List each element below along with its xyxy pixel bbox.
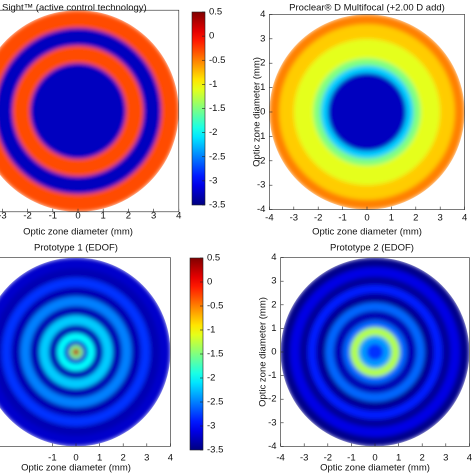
colorbar-tick-label: -3.5 bbox=[207, 445, 223, 456]
y-tick-label: -2 bbox=[268, 394, 276, 405]
ring bbox=[366, 343, 384, 361]
x-tick-label: 4 bbox=[168, 453, 173, 464]
y-tick-label: 3 bbox=[271, 276, 276, 287]
x-axis-label: Optic zone diameter (mm) bbox=[312, 227, 422, 238]
rings bbox=[280, 257, 470, 447]
y-tick-label: 1 bbox=[271, 323, 276, 334]
x-tick-label: -2 bbox=[324, 453, 332, 464]
heatmap bbox=[0, 10, 179, 212]
panel-title: Sight™ (active control technology) bbox=[2, 3, 147, 14]
x-axis-label: Optic zone diameter (mm) bbox=[23, 227, 133, 238]
rings bbox=[269, 14, 465, 210]
y-tick-label: -4 bbox=[268, 441, 276, 452]
y-tick-label: 4 bbox=[260, 9, 265, 20]
x-tick-label: -3 bbox=[0, 211, 7, 222]
ring bbox=[327, 72, 407, 152]
colorbar-tick-label: -3.5 bbox=[209, 200, 225, 211]
x-tick-label: 4 bbox=[176, 211, 181, 222]
x-tick-label: 1 bbox=[396, 453, 401, 464]
x-tick-label: 2 bbox=[121, 453, 126, 464]
x-tick-label: -1 bbox=[48, 453, 56, 464]
x-tick-label: 0 bbox=[75, 211, 80, 222]
x-tick-label: -3 bbox=[300, 453, 308, 464]
x-tick-label: -1 bbox=[347, 453, 355, 464]
x-tick-label: -4 bbox=[276, 453, 284, 464]
x-tick-label: 3 bbox=[443, 453, 448, 464]
heatmap bbox=[0, 257, 171, 447]
x-tick-label: 1 bbox=[389, 213, 394, 224]
heatmap bbox=[269, 14, 465, 210]
x-tick-label: -1 bbox=[338, 213, 346, 224]
x-tick-label: 2 bbox=[413, 213, 418, 224]
panel-title: Proclear® D Multifocal (+2.00 D add) bbox=[289, 3, 445, 14]
colorbar-tick-label: -1 bbox=[209, 79, 217, 90]
x-tick-label: 0 bbox=[73, 453, 78, 464]
x-tick-label: 0 bbox=[372, 453, 377, 464]
colorbar-tick-label: -0.5 bbox=[207, 301, 223, 312]
y-tick-label: -3 bbox=[257, 180, 265, 191]
colorbar-tick-label: 0 bbox=[209, 31, 214, 42]
x-tick-label: 2 bbox=[420, 453, 425, 464]
y-tick-label: -1 bbox=[268, 370, 276, 381]
x-axis-label: Optic zone diameter (mm) bbox=[320, 463, 430, 474]
y-tick-label: 3 bbox=[260, 33, 265, 44]
heatmap bbox=[280, 257, 470, 447]
x-tick-label: -2 bbox=[23, 211, 31, 222]
y-tick-label: 2 bbox=[271, 299, 276, 310]
y-tick-label: 0 bbox=[260, 107, 265, 118]
panel: Prototype 1 (EDOF) -1 0 1 2 3 4 Optic zone diam… bbox=[0, 243, 223, 474]
x-tick-label: 4 bbox=[467, 453, 472, 464]
x-tick-label: 4 bbox=[462, 213, 467, 224]
colorbar-tick-label: -3 bbox=[209, 175, 217, 186]
colorbar-tick-label: -1 bbox=[207, 325, 215, 336]
x-tick-label: 3 bbox=[151, 211, 156, 222]
panel: Prototype 2 (EDOF) -4 -3 -2 -1 0 1 2 3 4 Optic zon… bbox=[258, 243, 473, 474]
panel: Proclear® D Multifocal (+2.00 D add) -4 -3… bbox=[252, 3, 468, 238]
y-tick-label: 1 bbox=[260, 82, 265, 93]
y-tick-label: -2 bbox=[257, 155, 265, 166]
x-axis-label: Optic zone diameter (mm) bbox=[21, 463, 131, 474]
x-tick-label: 1 bbox=[97, 453, 102, 464]
rings bbox=[0, 257, 171, 447]
x-tick-label: 0 bbox=[364, 213, 369, 224]
x-tick-label: -1 bbox=[49, 211, 57, 222]
y-axis-label: Optic zone diameter (mm) bbox=[252, 57, 263, 167]
panel-title: Prototype 2 (EDOF) bbox=[330, 243, 414, 254]
colorbar-tick-label: -2 bbox=[209, 127, 217, 138]
x-tick-label: 3 bbox=[144, 453, 149, 464]
colorbar-tick-label: -0.5 bbox=[209, 55, 225, 66]
panel: Sight™ (active control technology) -3 -2 -1… bbox=[0, 3, 225, 238]
y-axis-label: Optic zone diameter (mm) bbox=[258, 297, 269, 407]
x-tick-label: 2 bbox=[126, 211, 131, 222]
y-tick-label: 2 bbox=[260, 58, 265, 69]
x-tick-label: 1 bbox=[101, 211, 106, 222]
x-tick-label: 3 bbox=[438, 213, 443, 224]
y-tick-label: 4 bbox=[271, 252, 276, 263]
colorbar-tick-label: 0.5 bbox=[207, 253, 220, 264]
x-tick-label: -2 bbox=[314, 213, 322, 224]
y-tick-label: -4 bbox=[257, 204, 265, 215]
ring bbox=[72, 348, 80, 356]
colorbar-tick-label: -2.5 bbox=[207, 397, 223, 408]
colorbar-tick-label: -2 bbox=[207, 373, 215, 384]
axes-box bbox=[0, 257, 171, 447]
y-tick-label: -1 bbox=[257, 131, 265, 142]
colorbar-tick-label: -1.5 bbox=[207, 349, 223, 360]
colorbar-tick-label: 0.5 bbox=[209, 7, 222, 18]
colorbar-tick-label: -2.5 bbox=[209, 151, 225, 162]
colorbar-tick-label: 0 bbox=[207, 277, 212, 288]
x-tick-label: -3 bbox=[290, 213, 298, 224]
colorbar-tick-label: -3 bbox=[207, 421, 215, 432]
y-tick-label: 0 bbox=[271, 347, 276, 358]
rings bbox=[0, 10, 179, 212]
x-tick-label: -4 bbox=[265, 213, 273, 224]
panel-title: Prototype 1 (EDOF) bbox=[34, 243, 118, 254]
ring bbox=[30, 63, 126, 159]
y-tick-label: -3 bbox=[268, 417, 276, 428]
colorbar-tick-label: -1.5 bbox=[209, 103, 225, 114]
